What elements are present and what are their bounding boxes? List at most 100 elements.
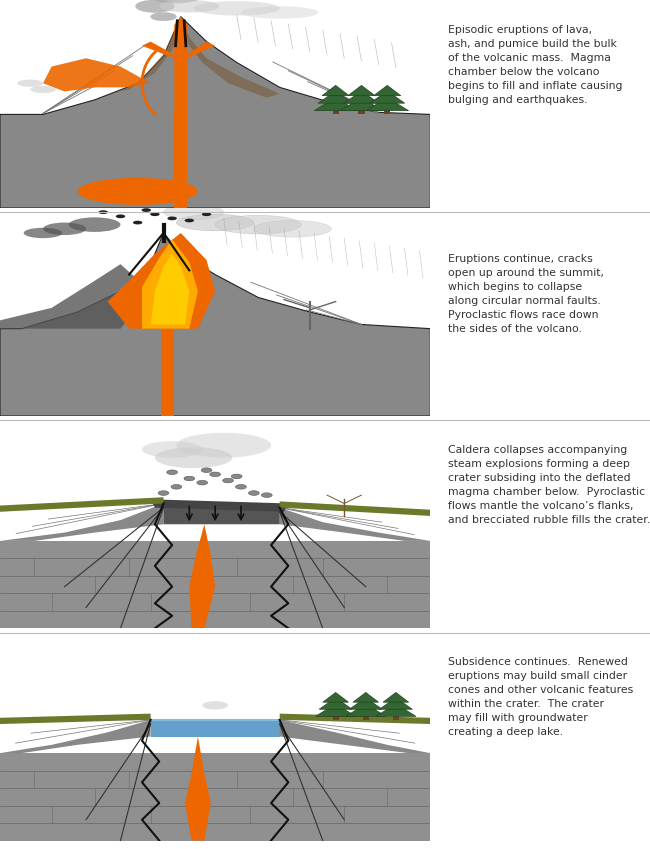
Ellipse shape [30, 86, 56, 93]
Polygon shape [280, 508, 430, 541]
Ellipse shape [241, 6, 318, 19]
Ellipse shape [155, 447, 232, 468]
Ellipse shape [69, 217, 120, 232]
Ellipse shape [23, 228, 62, 239]
Ellipse shape [158, 491, 169, 495]
Polygon shape [0, 633, 430, 753]
Ellipse shape [164, 205, 224, 219]
Text: Eruptions continue, cracks
open up around the summit,
which begins to collapse
a: Eruptions continue, cracks open up aroun… [448, 254, 604, 334]
Polygon shape [393, 713, 399, 720]
Ellipse shape [197, 481, 207, 485]
Polygon shape [358, 107, 365, 115]
Ellipse shape [248, 491, 259, 495]
Ellipse shape [171, 485, 182, 489]
Ellipse shape [159, 0, 220, 13]
Polygon shape [108, 233, 215, 329]
Polygon shape [0, 720, 151, 753]
Polygon shape [0, 0, 430, 115]
Polygon shape [346, 704, 386, 717]
Polygon shape [0, 208, 430, 329]
Polygon shape [185, 737, 211, 841]
Ellipse shape [202, 212, 211, 216]
Ellipse shape [17, 80, 43, 87]
Polygon shape [0, 503, 164, 541]
Polygon shape [174, 115, 187, 208]
Polygon shape [344, 91, 379, 104]
Polygon shape [383, 693, 409, 702]
Polygon shape [353, 693, 378, 702]
Polygon shape [161, 329, 174, 416]
Polygon shape [142, 42, 181, 59]
Polygon shape [0, 233, 430, 416]
Ellipse shape [136, 0, 174, 13]
Polygon shape [319, 698, 352, 709]
Polygon shape [181, 42, 215, 59]
Polygon shape [0, 17, 430, 208]
Ellipse shape [150, 212, 160, 216]
Polygon shape [333, 107, 339, 115]
Polygon shape [370, 91, 405, 104]
Ellipse shape [210, 472, 220, 476]
Polygon shape [333, 713, 339, 720]
Polygon shape [174, 17, 187, 115]
Polygon shape [280, 720, 430, 753]
Polygon shape [318, 91, 353, 104]
Polygon shape [142, 239, 198, 329]
Polygon shape [349, 698, 382, 709]
Polygon shape [348, 86, 375, 96]
Polygon shape [0, 329, 430, 416]
Polygon shape [380, 698, 412, 709]
Polygon shape [0, 498, 164, 512]
Ellipse shape [133, 221, 142, 224]
Polygon shape [0, 264, 151, 329]
Ellipse shape [215, 216, 301, 234]
Ellipse shape [176, 214, 254, 231]
Polygon shape [0, 420, 430, 541]
Ellipse shape [231, 474, 242, 479]
Polygon shape [322, 86, 349, 96]
Polygon shape [164, 503, 280, 524]
Ellipse shape [202, 701, 228, 710]
Text: Subsidence continues.  Renewed
eruptions may build small cinder
cones and other : Subsidence continues. Renewed eruptions … [448, 657, 633, 738]
Polygon shape [0, 115, 430, 208]
Polygon shape [366, 98, 409, 110]
Polygon shape [0, 753, 430, 841]
Ellipse shape [77, 177, 198, 205]
Ellipse shape [184, 476, 195, 481]
Ellipse shape [235, 485, 246, 489]
Polygon shape [315, 704, 356, 717]
Ellipse shape [176, 433, 271, 458]
Polygon shape [323, 693, 348, 702]
Polygon shape [384, 107, 391, 115]
Ellipse shape [185, 218, 194, 222]
Polygon shape [151, 254, 189, 324]
Ellipse shape [151, 13, 176, 21]
Polygon shape [315, 98, 357, 110]
Polygon shape [280, 502, 430, 516]
Ellipse shape [142, 441, 202, 458]
Polygon shape [43, 59, 151, 92]
Text: Episodic eruptions of lava,
ash, and pumice build the bulk
of the volcanic mass.: Episodic eruptions of lava, ash, and pum… [448, 25, 623, 105]
Ellipse shape [201, 468, 212, 472]
Ellipse shape [167, 470, 177, 475]
Polygon shape [120, 17, 280, 98]
Ellipse shape [168, 216, 177, 220]
Polygon shape [376, 704, 416, 717]
Ellipse shape [116, 215, 125, 218]
Ellipse shape [142, 208, 151, 212]
Ellipse shape [194, 1, 280, 15]
Ellipse shape [261, 493, 272, 498]
Ellipse shape [99, 211, 108, 214]
Polygon shape [151, 720, 280, 737]
Text: Caldera collapses accompanying
steam explosions forming a deep
crater subsiding : Caldera collapses accompanying steam exp… [448, 445, 650, 526]
Polygon shape [151, 499, 289, 512]
Polygon shape [340, 98, 383, 110]
Polygon shape [374, 86, 401, 96]
Ellipse shape [223, 478, 233, 483]
Ellipse shape [151, 0, 202, 3]
Ellipse shape [43, 222, 86, 235]
Ellipse shape [254, 221, 332, 237]
Polygon shape [280, 714, 430, 724]
Polygon shape [0, 714, 151, 724]
Polygon shape [363, 713, 369, 720]
